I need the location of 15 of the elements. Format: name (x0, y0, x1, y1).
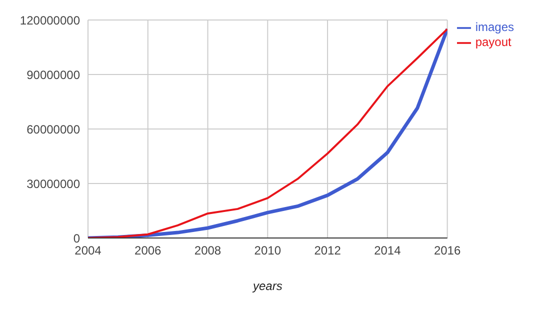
y-tick-label: 90000000 (26, 68, 80, 82)
x-tick-label: 2016 (434, 244, 461, 258)
legend-label: payout (475, 34, 512, 49)
legend-label: images (475, 20, 514, 34)
x-tick-label: 2004 (74, 244, 102, 258)
x-tick-label: 2006 (134, 244, 162, 258)
y-tick-label: 30000000 (26, 176, 80, 191)
x-tick-label: 2010 (254, 244, 282, 258)
y-tick-label: 120000000 (20, 13, 80, 28)
x-axis-title: years (252, 279, 282, 293)
x-tick-label: 2008 (194, 244, 222, 258)
y-tick-label: 60000000 (26, 122, 80, 136)
x-tick-label: 2012 (314, 244, 342, 258)
y-tick-label: 0 (73, 231, 80, 246)
x-tick-label: 2014 (374, 244, 402, 258)
